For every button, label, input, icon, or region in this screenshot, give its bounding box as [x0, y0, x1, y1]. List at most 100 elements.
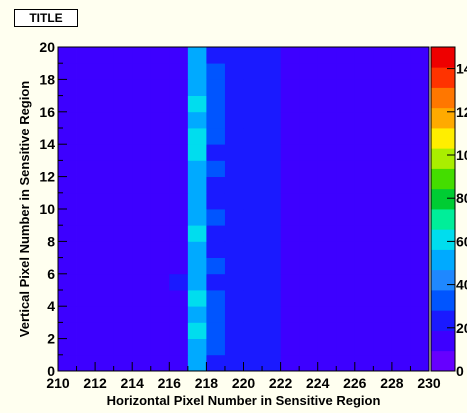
heatmap-cell [150, 79, 170, 96]
heatmap-cell [299, 128, 319, 145]
heatmap-cell [410, 209, 430, 226]
heatmap-cell [169, 306, 189, 323]
heatmap-cell [354, 209, 374, 226]
heatmap-cell [280, 354, 300, 372]
heatmap-cell [354, 79, 374, 96]
heatmap-cell [113, 128, 133, 145]
heatmap-cell [169, 241, 189, 258]
heatmap-cell [187, 338, 207, 356]
palette-frame [430, 46, 456, 372]
heatmap-cell [224, 273, 244, 291]
heatmap-cell [280, 290, 300, 307]
heatmap-cell [132, 241, 152, 258]
heatmap-cell [132, 176, 152, 194]
heatmap-cell [187, 322, 207, 339]
heatmap-cell [262, 354, 281, 372]
heatmap-cell [280, 306, 300, 323]
palette-color-band [431, 290, 455, 311]
heatmap-cell [410, 176, 430, 194]
heatmap-cell [132, 128, 152, 145]
heatmap-cell [113, 176, 133, 194]
heatmap-cell [150, 290, 170, 307]
heatmap-cell [391, 79, 411, 96]
heatmap-cell [95, 128, 115, 145]
heatmap-cell [391, 144, 411, 161]
heatmap-cell [373, 128, 393, 145]
heatmap-cell [280, 257, 300, 275]
heatmap-cell [206, 79, 226, 96]
heatmap-cell [150, 176, 170, 194]
heatmap-cell [113, 192, 133, 210]
heatmap-cell [410, 257, 430, 275]
x-tick-label: 212 [83, 375, 107, 391]
heatmap-cell [317, 176, 337, 194]
heatmap-cell [113, 257, 133, 275]
heatmap-cell [169, 273, 189, 291]
heatmap-cell [224, 63, 244, 80]
heatmap-cell [299, 273, 319, 291]
heatmap-cell [280, 160, 300, 177]
heatmap-cell [58, 47, 77, 64]
heatmap-cell [317, 63, 337, 80]
heatmap-cells [58, 47, 430, 372]
x-tick-label: 214 [121, 375, 145, 391]
heatmap-cell [206, 354, 226, 372]
heatmap-cell [317, 273, 337, 291]
heatmap-cell [58, 111, 77, 129]
heatmap-cell [224, 338, 244, 356]
z-tick-label: 60 [456, 233, 467, 249]
heatmap-cell [373, 111, 393, 129]
heatmap-cell [58, 241, 77, 258]
heatmap-cell [113, 79, 133, 96]
x-axis-ticks: 210 212 214 216 218 220 222 224 226 228 230 [46, 362, 441, 391]
heatmap-cell [243, 128, 263, 145]
x-tick-label: 224 [306, 375, 330, 391]
heatmap-cell [299, 79, 319, 96]
heatmap-cell [262, 257, 281, 275]
heatmap-cell [243, 273, 263, 291]
heatmap-cell [224, 111, 244, 129]
heatmap-cell [206, 111, 226, 129]
heatmap-cell [262, 144, 281, 161]
y-tick-label: 6 [47, 266, 55, 282]
palette-color-band [431, 107, 455, 129]
y-tick-label: 8 [47, 233, 55, 249]
heatmap-cell [132, 95, 152, 113]
heatmap-cell [317, 225, 337, 242]
heatmap-cell [150, 257, 170, 275]
heatmap-cell [373, 192, 393, 210]
heatmap-cell [206, 290, 226, 307]
y-tick-label: 16 [39, 104, 55, 120]
heatmap-cell [150, 160, 170, 177]
heatmap-cell [354, 241, 374, 258]
heatmap-cell [150, 354, 170, 372]
heatmap-cell [206, 306, 226, 323]
heatmap-cell [243, 95, 263, 113]
heatmap-cell [76, 354, 96, 372]
heatmap-cell [150, 322, 170, 339]
heatmap-cell [280, 79, 300, 96]
palette-color-band [431, 269, 455, 291]
heatmap-cell [299, 322, 319, 339]
heatmap-cell [206, 322, 226, 339]
heatmap-cell [354, 322, 374, 339]
heatmap-cell [373, 144, 393, 161]
heatmap-cell [224, 225, 244, 242]
heatmap-cell [58, 273, 77, 291]
heatmap-cell [373, 322, 393, 339]
heatmap-cell [373, 95, 393, 113]
heatmap-cell [132, 225, 152, 242]
heatmap-cell [336, 241, 356, 258]
heatmap-cell [224, 209, 244, 226]
heatmap-cell [262, 79, 281, 96]
heatmap-cell [150, 209, 170, 226]
heatmap-cell [336, 225, 356, 242]
heatmap-cell [262, 290, 281, 307]
heatmap-cell [262, 273, 281, 291]
heatmap-cell [224, 290, 244, 307]
palette-color-band [431, 47, 455, 68]
heatmap-cell [58, 128, 77, 145]
heatmap-cell [169, 128, 189, 145]
heatmap-cell [391, 111, 411, 129]
